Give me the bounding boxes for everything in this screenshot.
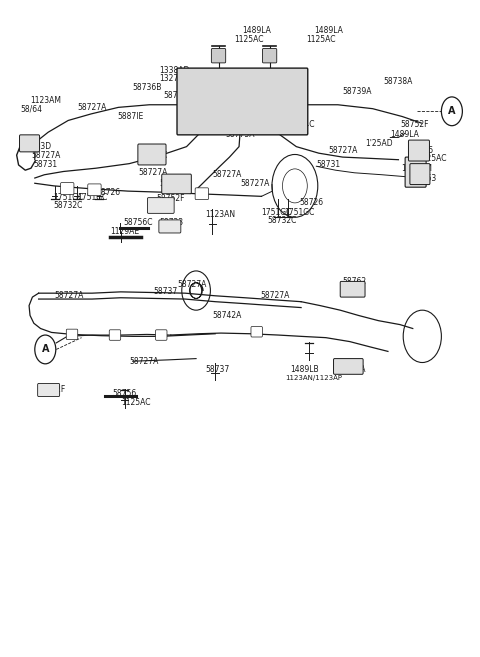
Text: 1327AC: 1327AC	[159, 74, 189, 83]
Text: 1751GC: 1751GC	[53, 193, 84, 202]
Text: 58/52F: 58/52F	[39, 384, 66, 393]
Text: 1489LA: 1489LA	[242, 26, 271, 35]
Text: 1489LA: 1489LA	[314, 26, 343, 35]
Text: 58731: 58731	[34, 160, 58, 170]
Text: 1489LA: 1489LA	[390, 129, 419, 139]
Text: 1125AC: 1125AC	[306, 35, 336, 44]
Text: 58732C: 58732C	[53, 201, 82, 210]
Text: 58727A: 58727A	[129, 357, 159, 366]
Text: 58743A: 58743A	[336, 365, 366, 374]
FancyBboxPatch shape	[211, 49, 226, 63]
FancyBboxPatch shape	[263, 49, 277, 63]
Text: 1751GC: 1751GC	[284, 208, 314, 217]
FancyBboxPatch shape	[147, 198, 174, 214]
Text: 58752F: 58752F	[156, 194, 185, 204]
Text: 58775A: 58775A	[226, 130, 255, 139]
Text: A: A	[448, 106, 456, 116]
Text: 58727A: 58727A	[328, 146, 358, 155]
Text: 1751GC: 1751GC	[77, 193, 107, 202]
Text: 58718E: 58718E	[164, 91, 192, 100]
Text: 58737: 58737	[153, 286, 178, 296]
Text: 58727A: 58727A	[55, 291, 84, 300]
Text: 1125AC: 1125AC	[418, 154, 447, 163]
Text: 58/64: 58/64	[21, 105, 42, 114]
Text: 58726: 58726	[300, 198, 324, 208]
Text: 58723: 58723	[160, 218, 184, 227]
Text: 5887IE: 5887IE	[117, 112, 143, 121]
Text: 58732C: 58732C	[268, 216, 297, 225]
FancyBboxPatch shape	[340, 281, 365, 297]
FancyBboxPatch shape	[405, 157, 426, 187]
Text: 58737: 58737	[205, 365, 230, 374]
Text: 58727A: 58727A	[78, 103, 107, 112]
Text: 58752F: 58752F	[400, 120, 428, 129]
Text: 58727A: 58727A	[212, 170, 242, 179]
FancyBboxPatch shape	[177, 68, 308, 135]
Text: 58715A: 58715A	[235, 120, 264, 129]
FancyBboxPatch shape	[37, 384, 60, 397]
FancyBboxPatch shape	[138, 144, 166, 165]
Text: 58755: 58755	[409, 146, 433, 155]
Text: 58726: 58726	[96, 188, 120, 197]
Text: 58738A: 58738A	[383, 77, 412, 85]
FancyBboxPatch shape	[159, 220, 181, 233]
Text: 1123AN: 1123AN	[205, 210, 236, 219]
Text: 58727A: 58727A	[31, 150, 60, 160]
Text: 58739A: 58739A	[343, 87, 372, 96]
Text: 58756: 58756	[112, 390, 136, 398]
Text: 58756C: 58756C	[123, 218, 153, 227]
FancyBboxPatch shape	[20, 135, 39, 152]
FancyBboxPatch shape	[66, 329, 78, 340]
FancyBboxPatch shape	[162, 174, 192, 194]
Text: 1125AC: 1125AC	[234, 35, 264, 44]
Text: 58736B: 58736B	[132, 83, 162, 92]
Text: 58731: 58731	[316, 160, 340, 170]
Text: 58722C: 58722C	[139, 150, 168, 160]
FancyBboxPatch shape	[60, 183, 74, 194]
FancyBboxPatch shape	[195, 188, 208, 200]
FancyBboxPatch shape	[251, 327, 263, 337]
Text: 58762: 58762	[343, 277, 367, 286]
Text: A: A	[42, 344, 49, 354]
Text: 1129AE: 1129AE	[110, 227, 139, 236]
Text: 1338AD: 1338AD	[159, 66, 189, 75]
FancyBboxPatch shape	[410, 164, 430, 185]
Text: 58727A: 58727A	[177, 279, 206, 288]
Text: 58735D: 58735D	[159, 179, 189, 188]
Text: 58763: 58763	[413, 173, 437, 183]
Text: 58734C: 58734C	[285, 120, 315, 129]
FancyBboxPatch shape	[156, 330, 167, 340]
FancyBboxPatch shape	[334, 359, 363, 374]
Text: 1'25AD: 1'25AD	[365, 139, 393, 148]
Text: 1489LB: 1489LB	[290, 365, 319, 374]
Text: 58742A: 58742A	[212, 311, 242, 320]
Text: 58727A: 58727A	[240, 179, 269, 188]
Text: 58727A: 58727A	[260, 291, 289, 300]
Text: 58733D: 58733D	[22, 142, 51, 151]
Text: 1123AN/1123AP: 1123AN/1123AP	[285, 375, 342, 381]
FancyBboxPatch shape	[109, 330, 120, 340]
Text: 1125AC: 1125AC	[121, 398, 151, 407]
Text: 1123AM: 1123AM	[401, 164, 432, 173]
Text: 1123AM: 1123AM	[30, 97, 61, 105]
FancyBboxPatch shape	[408, 140, 430, 161]
Text: 58727A: 58727A	[139, 168, 168, 177]
Text: 1751GC: 1751GC	[262, 208, 292, 217]
FancyBboxPatch shape	[88, 184, 101, 196]
